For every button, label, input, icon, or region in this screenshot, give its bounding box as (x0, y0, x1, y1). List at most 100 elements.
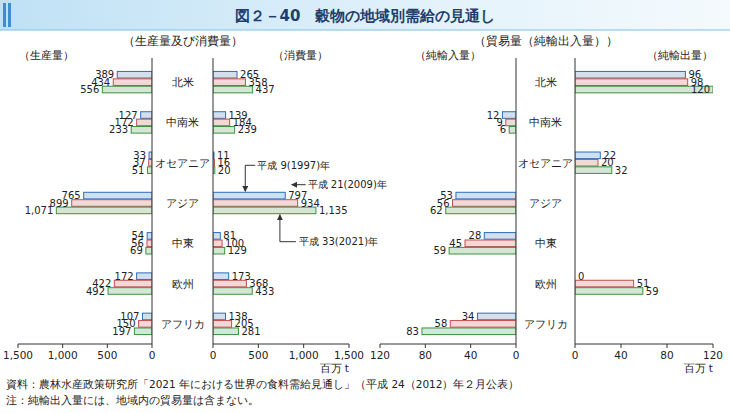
callout-arrow (280, 215, 296, 242)
tick-label: 80 (660, 349, 673, 361)
bar (450, 321, 516, 328)
data-label: 20 (218, 165, 231, 176)
axis-line (516, 58, 517, 344)
bar (56, 207, 152, 214)
bar (213, 313, 226, 320)
bar (141, 112, 152, 119)
category-label: 中東 (535, 237, 557, 249)
bar (456, 192, 516, 199)
bar (134, 328, 152, 335)
tick-label: 120 (370, 349, 390, 361)
tick-label: 0 (210, 349, 217, 361)
callout-arrow (245, 165, 246, 191)
tick (62, 344, 63, 348)
tick-label: 0 (572, 349, 579, 361)
axis-line (213, 344, 349, 345)
axis-line (213, 58, 214, 344)
bar (147, 240, 152, 247)
category-label: 中東 (172, 237, 194, 249)
data-label: 20 (601, 157, 614, 168)
data-label: 492 (86, 286, 105, 297)
bar-group (575, 71, 713, 294)
tick-label: 500 (97, 349, 117, 361)
axis-label: 百万 t (684, 362, 713, 374)
tick-label: 1,500 (334, 349, 364, 361)
tick (18, 344, 19, 348)
data-label: 197 (112, 326, 131, 337)
bar (575, 159, 598, 166)
data-label: 59 (433, 245, 446, 256)
bar (146, 247, 152, 254)
data-label: 172 (115, 271, 134, 282)
axis-line (152, 58, 153, 344)
tick-label: 1,000 (289, 349, 319, 361)
data-label: 62 (430, 205, 443, 216)
tick (425, 344, 426, 348)
tick (575, 344, 576, 348)
bar (213, 71, 237, 78)
data-label: 433 (255, 286, 274, 297)
data-label: 45 (449, 238, 462, 249)
data-label: 69 (130, 245, 143, 256)
bar (72, 200, 152, 207)
tick (258, 344, 259, 348)
header-stripe (3, 3, 6, 27)
data-label: 83 (406, 326, 419, 337)
data-label: 129 (228, 245, 247, 256)
bar (575, 79, 688, 86)
tick (380, 344, 381, 348)
bar-group (56, 71, 152, 334)
bar (213, 247, 225, 254)
header-rule (0, 30, 730, 31)
bar (147, 167, 152, 174)
bar (213, 288, 252, 295)
source: 資料：農林水産政策研究所「2021 年における世界の食料需給見通し」（平成 24… (6, 378, 519, 391)
category-label: アジア (166, 197, 199, 209)
bar (84, 192, 152, 199)
bar (575, 152, 600, 159)
legend-label: 平成 9(1997)年 (257, 160, 330, 171)
data-label: 0 (578, 271, 584, 282)
bar (113, 79, 152, 86)
category-label: アジア (529, 197, 562, 209)
data-label: 281 (241, 326, 260, 337)
bar (147, 233, 152, 240)
tick (152, 344, 153, 348)
category-label: オセアニア (518, 157, 573, 169)
tick (470, 344, 471, 348)
bar (506, 119, 516, 126)
tick (303, 344, 304, 348)
category-label: 欧州 (172, 278, 194, 290)
tick (349, 344, 350, 348)
tick (213, 344, 214, 348)
axis-line (575, 58, 576, 344)
category-label: アフリカ (161, 318, 205, 330)
data-label: 58 (435, 318, 448, 329)
header-bar (0, 0, 730, 30)
data-label: 32 (615, 165, 628, 176)
tick (713, 344, 714, 348)
bar (502, 112, 516, 119)
category-label: オセアニア (155, 157, 210, 169)
bar (509, 127, 516, 134)
bar (484, 233, 516, 240)
bar (137, 273, 152, 280)
note: 注：純輸出入量には、地域内の貿易量は含まない。 (6, 394, 259, 406)
category-label: 中南米 (529, 116, 562, 128)
bar (131, 127, 152, 134)
chart-title: （生産量） (19, 49, 74, 62)
bar (453, 200, 516, 207)
legend-label: 平成 21(2009)年 (308, 179, 387, 190)
tick (107, 344, 108, 348)
chart-title: （純輸出量） (647, 49, 713, 62)
bar (137, 119, 152, 126)
data-label: 239 (238, 124, 257, 135)
data-label: 233 (109, 124, 128, 135)
bar (139, 321, 152, 328)
axis-line (575, 344, 713, 345)
bar (213, 273, 229, 280)
tick-label: 500 (248, 349, 268, 361)
bar (575, 288, 643, 295)
chart-title: （消費量） (273, 49, 328, 62)
axis-label: 百万 t (320, 362, 349, 374)
